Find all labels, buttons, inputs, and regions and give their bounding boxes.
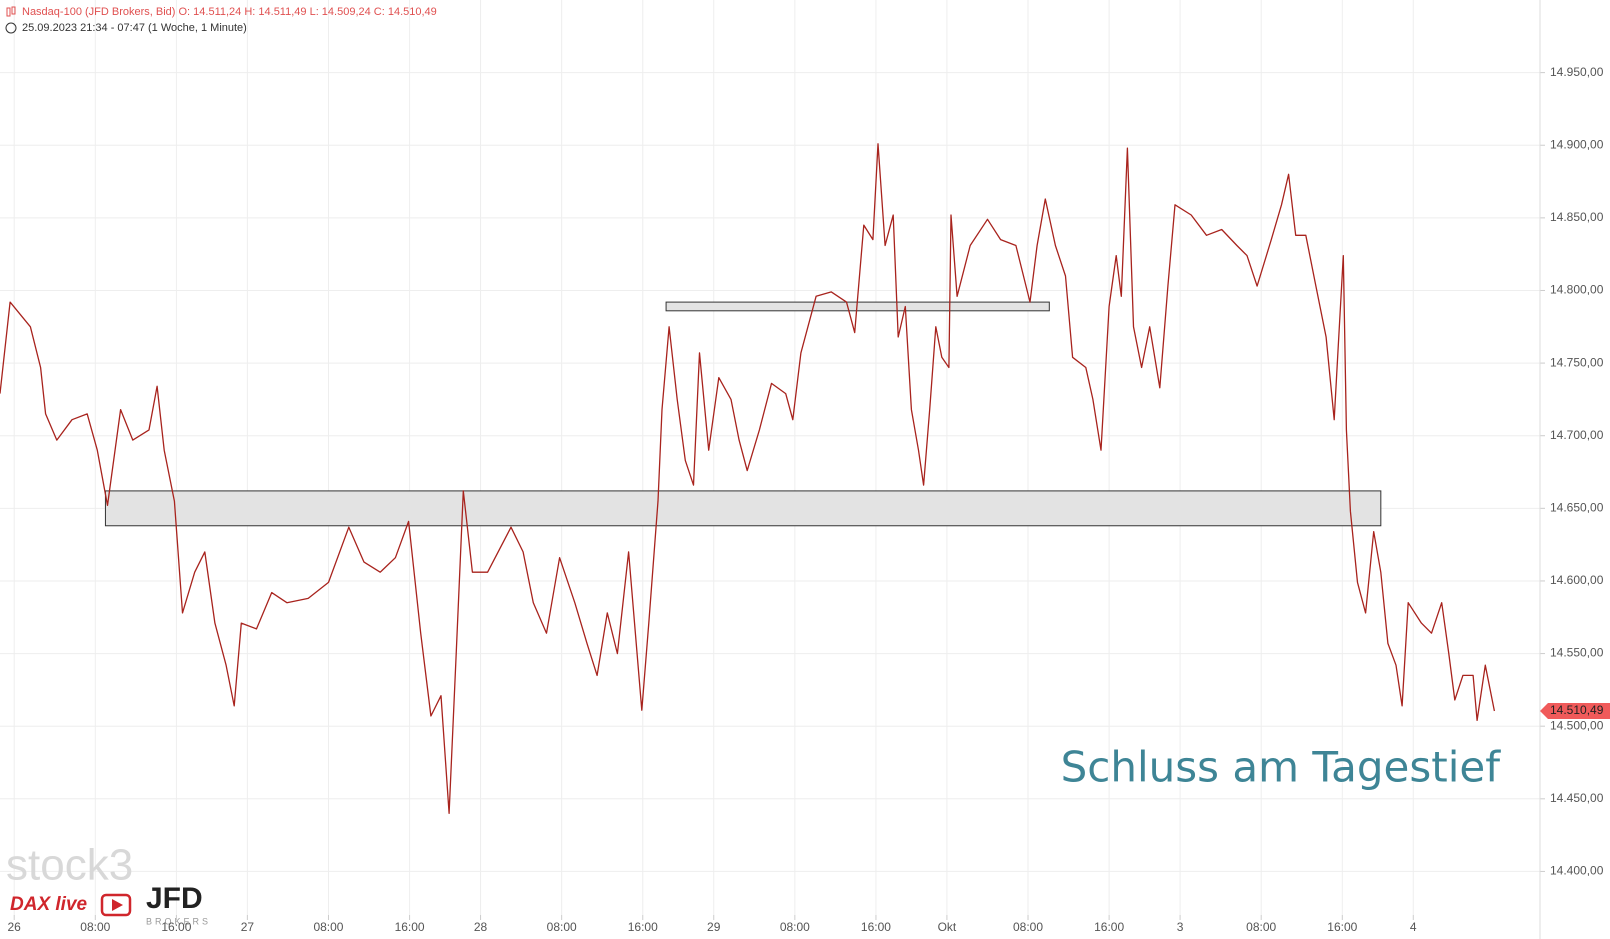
header-title: Nasdaq-100 (JFD Brokers, Bid) O: 14.511,…: [22, 6, 437, 18]
x-tick-label: 08:00: [313, 920, 343, 934]
y-tick-label: 14.600,00: [1550, 573, 1604, 587]
x-tick-label: 26: [8, 920, 22, 934]
zone: [104, 490, 1382, 527]
logo-dax-live: DAX live: [10, 894, 88, 915]
header-icons: [5, 6, 17, 34]
x-tick-label: 16:00: [1327, 920, 1357, 934]
y-tick-label: 14.450,00: [1550, 791, 1604, 805]
y-tick-label: 14.900,00: [1550, 137, 1604, 151]
x-tick-label: 08:00: [547, 920, 577, 934]
price-line: [0, 143, 1496, 814]
x-tick-label: 27: [241, 920, 255, 934]
y-tick-label: 14.800,00: [1550, 283, 1604, 297]
y-tick-label: 14.750,00: [1550, 355, 1604, 369]
last-price-label: 14.510,49: [1550, 703, 1604, 717]
logo-play-triangle: [112, 899, 123, 911]
x-tick-label: 28: [474, 920, 488, 934]
x-tick-label: 08:00: [80, 920, 110, 934]
candle-icon: [11, 6, 16, 15]
grid: [0, 0, 1545, 939]
zones: [104, 301, 1382, 527]
y-tick-label: 14.700,00: [1550, 428, 1604, 442]
logo-brokers: BROKERS: [146, 916, 211, 926]
x-tick-label: 3: [1177, 920, 1184, 934]
y-tick-label: 14.500,00: [1550, 718, 1604, 732]
y-tick-label: 14.550,00: [1550, 646, 1604, 660]
x-tick-label: 16:00: [861, 920, 891, 934]
x-tick-label: 16:00: [395, 920, 425, 934]
x-tick-label: 29: [707, 920, 721, 934]
y-tick-label: 14.850,00: [1550, 210, 1604, 224]
y-tick-label: 14.400,00: [1550, 864, 1604, 878]
annotation: Schluss am Tagestief: [1061, 743, 1502, 792]
x-tick-label: 08:00: [1013, 920, 1043, 934]
y-tick-label: 14.650,00: [1550, 501, 1604, 515]
x-tick-label: Okt: [938, 920, 957, 934]
x-tick-label: 16:00: [161, 920, 191, 934]
candle-icon: [6, 7, 11, 17]
y-tick-label: 14.950,00: [1550, 65, 1604, 79]
lines: [0, 143, 1496, 814]
last-price-tag: [1540, 702, 1610, 719]
x-tick-label: 16:00: [628, 920, 658, 934]
logo-play-icon: [100, 893, 132, 917]
x-tick-label: 16:00: [1094, 920, 1124, 934]
header-subtitle: 25.09.2023 21:34 - 07:47 (1 Woche, 1 Min…: [22, 22, 247, 34]
clock-icon: [5, 22, 17, 34]
logo-stock3: stock3: [6, 841, 133, 890]
x-tick-label: 4: [1410, 920, 1417, 934]
x-tick-label: 08:00: [780, 920, 810, 934]
logo-jfd: JFD: [146, 882, 203, 915]
x-tick-label: 08:00: [1246, 920, 1276, 934]
